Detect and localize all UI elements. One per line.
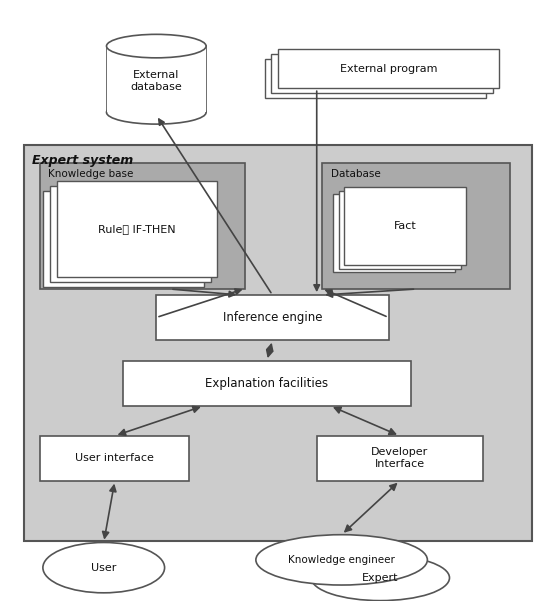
- Bar: [43, 191, 204, 287]
- Bar: [123, 361, 411, 406]
- Text: Rule： IF-THEN: Rule： IF-THEN: [98, 224, 176, 234]
- Text: Inference engine: Inference engine: [223, 311, 322, 324]
- Text: User: User: [91, 563, 116, 573]
- Bar: [40, 163, 245, 289]
- Bar: [344, 187, 466, 265]
- Bar: [40, 436, 190, 481]
- Text: Explanation facilities: Explanation facilities: [205, 377, 329, 390]
- Bar: [322, 163, 510, 289]
- Bar: [265, 59, 486, 98]
- Bar: [271, 54, 493, 93]
- Text: External
database: External database: [131, 70, 182, 92]
- Text: Knowledge base: Knowledge base: [48, 169, 134, 179]
- Bar: [107, 46, 206, 118]
- Text: Database: Database: [331, 169, 380, 179]
- Text: External program: External program: [340, 64, 438, 74]
- Text: Knowledge engineer: Knowledge engineer: [288, 555, 395, 565]
- Text: Expert: Expert: [362, 573, 399, 583]
- Bar: [317, 436, 483, 481]
- Ellipse shape: [107, 101, 206, 124]
- Bar: [278, 49, 499, 88]
- Ellipse shape: [107, 34, 206, 58]
- Bar: [156, 295, 389, 340]
- Text: Developer
Interface: Developer Interface: [371, 447, 428, 469]
- Bar: [23, 145, 533, 541]
- Bar: [339, 191, 460, 268]
- Ellipse shape: [256, 535, 428, 585]
- Bar: [107, 46, 206, 113]
- Ellipse shape: [311, 555, 449, 601]
- Ellipse shape: [43, 542, 165, 593]
- Bar: [334, 194, 455, 272]
- Bar: [50, 186, 211, 282]
- Text: Fact: Fact: [394, 221, 416, 231]
- Text: Expert system: Expert system: [32, 154, 133, 167]
- Text: User interface: User interface: [76, 453, 154, 464]
- Bar: [57, 181, 217, 277]
